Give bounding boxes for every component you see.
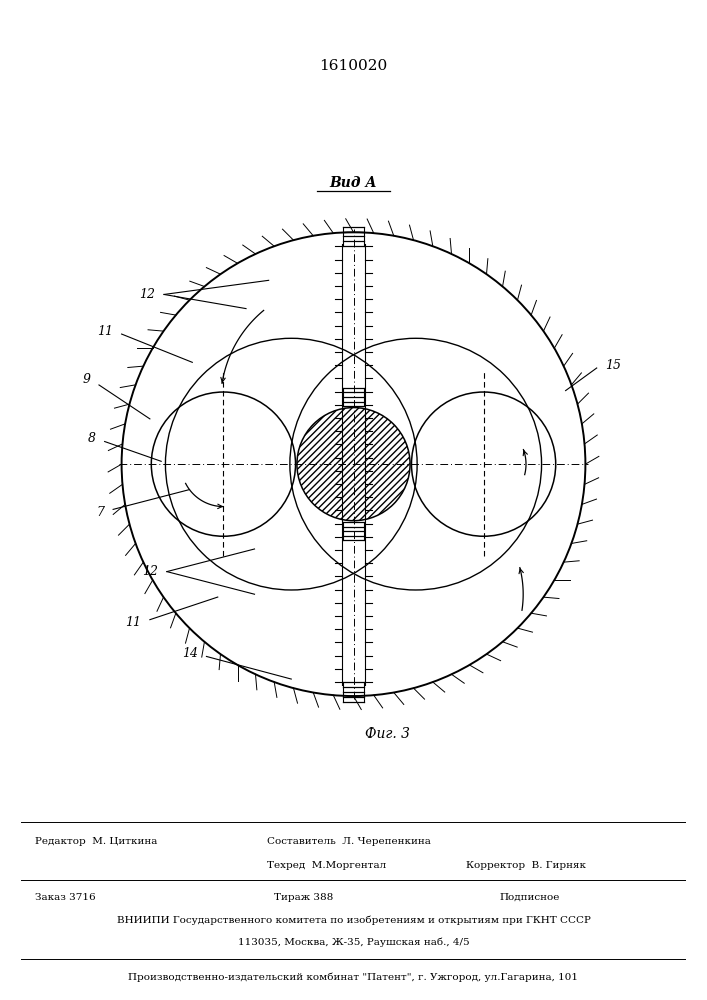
Text: Подписное: Подписное [500,893,560,902]
Text: 9: 9 [83,373,90,386]
Text: Вид А: Вид А [329,176,378,190]
Text: 1610020: 1610020 [320,59,387,73]
Text: 8: 8 [88,432,96,445]
Text: Производственно-издательский комбинат "Патент", г. Ужгород, ул.Гагарина, 101: Производственно-издательский комбинат "П… [129,973,578,982]
Circle shape [297,408,410,521]
Text: 12: 12 [142,565,158,578]
Text: Заказ 3716: Заказ 3716 [35,893,95,902]
Text: ВНИИПИ Государственного комитета по изобретениям и открытиям при ГКНТ СССР: ВНИИПИ Государственного комитета по изоб… [117,915,590,925]
Text: 11: 11 [97,325,113,338]
Text: 11: 11 [125,616,141,629]
Text: Редактор  М. Циткина: Редактор М. Циткина [35,837,157,846]
Text: Тираж 388: Тираж 388 [274,893,333,902]
Text: 7: 7 [97,506,105,519]
Text: 15: 15 [605,359,621,372]
Text: Фиг. 3: Фиг. 3 [365,727,410,741]
Text: 113035, Москва, Ж-35, Раушская наб., 4/5: 113035, Москва, Ж-35, Раушская наб., 4/5 [238,937,469,947]
Text: 12: 12 [139,288,156,301]
Text: 14: 14 [182,647,198,660]
Text: Корректор  В. Гирняк: Корректор В. Гирняк [467,861,587,870]
Text: Составитель  Л. Черепенкина: Составитель Л. Черепенкина [267,837,431,846]
Text: Техред  М.Моргентал: Техред М.Моргентал [267,861,386,870]
